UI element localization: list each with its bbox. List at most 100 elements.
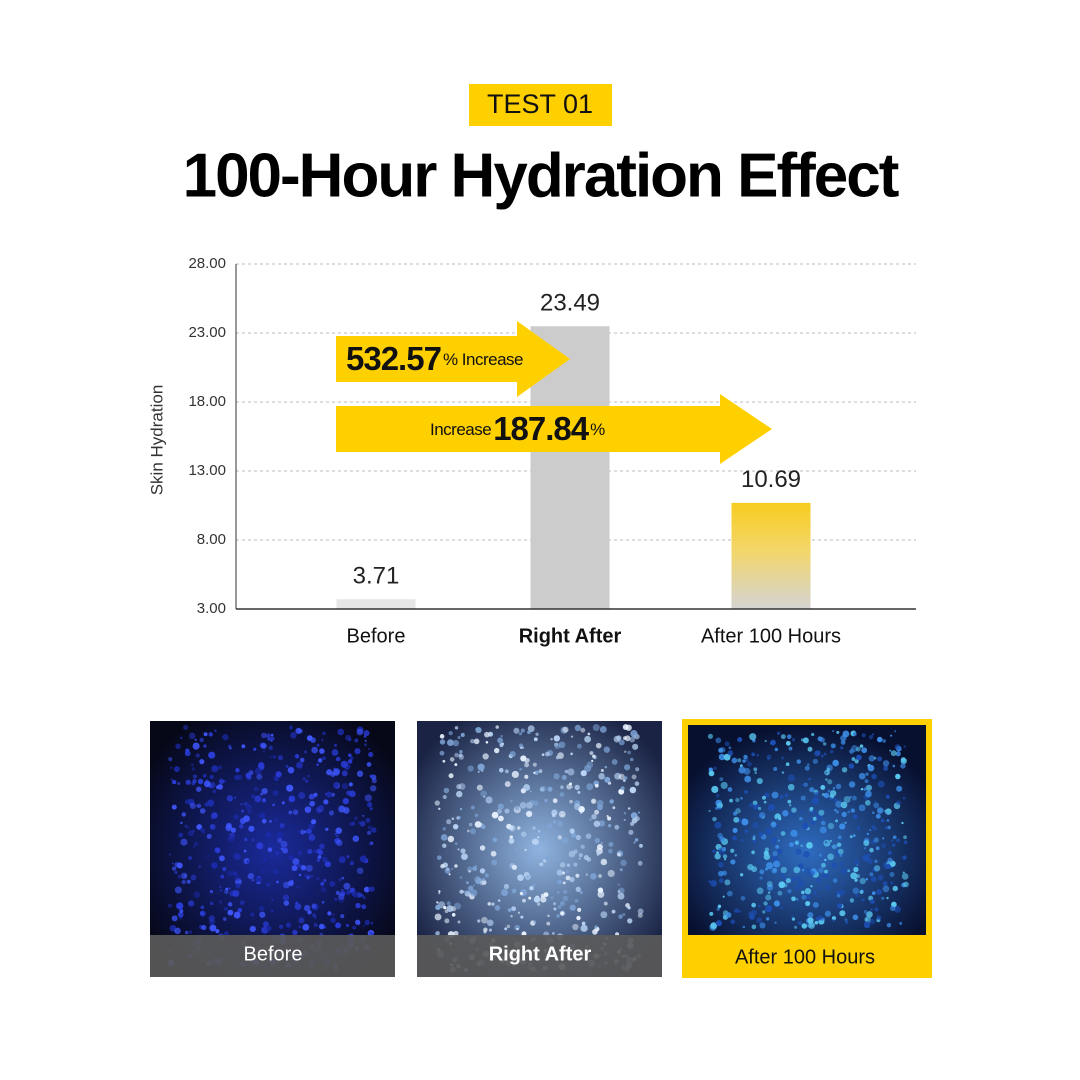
photo-speck [322, 756, 326, 761]
photo-speck [770, 839, 777, 845]
photo-speck [824, 841, 828, 844]
photo-speck [730, 919, 736, 925]
photo-speck [496, 808, 503, 814]
photo-speck [837, 848, 844, 855]
photo-speck [247, 872, 255, 880]
photo-speck [858, 772, 866, 780]
photo-speck [209, 824, 216, 830]
photo-speck [734, 854, 738, 857]
photo-speck [459, 750, 463, 754]
photo-speck [544, 798, 548, 803]
photo-speck [839, 823, 846, 830]
photo-speck [896, 785, 903, 792]
photo-speck [527, 730, 531, 735]
photo-speck [824, 910, 831, 917]
photo-speck [732, 827, 738, 833]
photo-speck [517, 911, 521, 914]
photo-speck [255, 875, 262, 883]
photo-speck [467, 765, 474, 772]
photo-speck [516, 927, 519, 931]
photo-speck [550, 737, 553, 741]
photo-speck [882, 881, 888, 886]
photo-speck [352, 925, 357, 930]
photo-speck [594, 783, 599, 788]
photo-speck [223, 930, 230, 937]
photo-speck [285, 922, 292, 928]
photo-speck [895, 751, 901, 757]
photo-speck [282, 847, 289, 854]
photo-speck [576, 743, 582, 749]
photo-speck [594, 837, 600, 844]
photo-speck [864, 799, 871, 806]
photo-speck [803, 851, 810, 858]
photo-speck [245, 803, 252, 811]
photo-speck [188, 855, 193, 860]
caption-bg [150, 935, 395, 977]
photo-speck [524, 848, 527, 851]
photo-speck [838, 889, 846, 896]
photo-speck [863, 840, 870, 847]
photo-speck [795, 834, 798, 837]
photo-speck [439, 739, 446, 745]
photo-speck [827, 789, 831, 793]
photo-speck [245, 772, 252, 779]
photo-speck [746, 761, 752, 767]
photo-speck [763, 850, 769, 856]
photo-speck [342, 798, 349, 805]
photo-speck [199, 827, 205, 833]
photo-speck [800, 890, 805, 895]
photo-speck [832, 759, 839, 767]
photo-speck [708, 770, 715, 777]
photo-speck [364, 739, 367, 742]
photo-speck [533, 771, 536, 774]
photo-speck [334, 832, 337, 835]
photo-speck [618, 739, 625, 746]
photo-speck [272, 869, 279, 875]
photo-speck [356, 770, 364, 777]
photo-speck [620, 859, 627, 867]
photo-speck [291, 865, 298, 872]
photo-speck [836, 730, 840, 734]
photo-speck [562, 726, 569, 733]
photo-speck [876, 736, 883, 743]
photo-speck [714, 853, 721, 860]
photo-speck [849, 749, 854, 754]
photo-speck [263, 921, 269, 928]
photo-speck [288, 880, 294, 887]
photo-speck [894, 730, 897, 733]
photo-speck [744, 829, 749, 834]
photo-speck [241, 809, 245, 813]
photo-speck [257, 762, 265, 769]
photo-speck [304, 779, 309, 783]
photo-speck [184, 824, 188, 828]
photo-speck [367, 747, 370, 750]
photo-speck [873, 756, 877, 760]
photo-speck [743, 754, 748, 760]
photo-speck [766, 917, 770, 921]
photo-speck [507, 908, 512, 912]
photo-speck [194, 738, 197, 741]
photo-speck [772, 851, 778, 857]
photo-speck [511, 906, 517, 912]
photo-speck [197, 778, 204, 785]
photo-speck [218, 900, 223, 904]
photo-speck [262, 750, 266, 753]
photo-speck [363, 730, 370, 737]
photo-speck [198, 865, 201, 868]
photo-speck [752, 839, 757, 844]
photo-speck [562, 881, 566, 885]
photo-speck [472, 866, 478, 872]
photo-speck [446, 905, 454, 912]
photo-speck [348, 753, 352, 758]
photo-speck [322, 856, 328, 863]
photo-speck [321, 900, 325, 904]
photo-speck [485, 796, 493, 804]
photo-speck [882, 739, 886, 743]
photo-speck [863, 847, 867, 850]
photo-speck [821, 862, 826, 868]
photo-speck [261, 787, 268, 795]
photo-speck [756, 777, 763, 785]
photo-speck [322, 731, 326, 736]
photo-speck [570, 752, 573, 756]
photo-speck [827, 822, 835, 830]
